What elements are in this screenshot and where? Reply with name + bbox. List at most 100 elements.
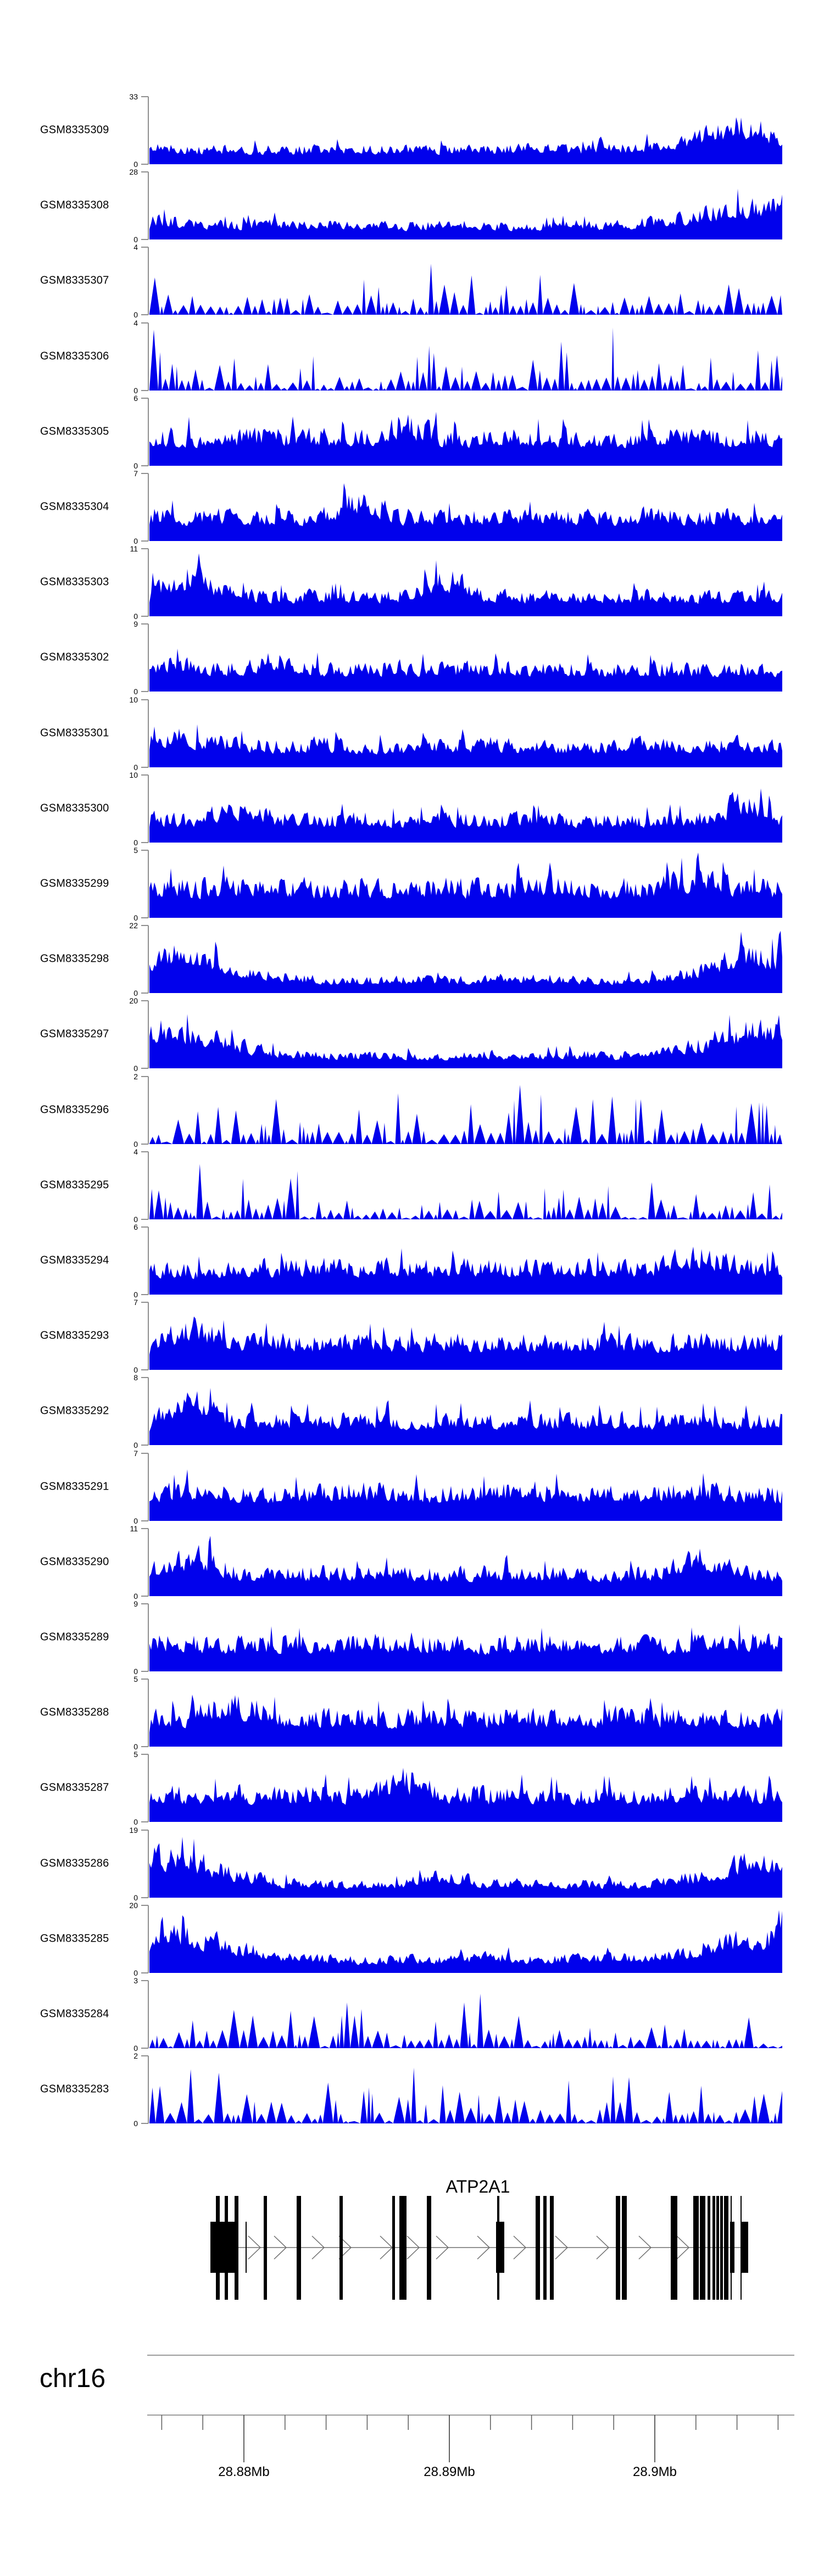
y-axis-top-tick <box>141 850 148 851</box>
coverage-area-chart <box>149 1694 782 1747</box>
y-axis-line <box>148 700 149 767</box>
y-axis-bottom-tick <box>141 1445 148 1446</box>
coverage-area-chart <box>149 264 782 315</box>
axis-tick-label: 28.89Mb <box>424 2465 475 2479</box>
coverage-polygon <box>149 788 782 843</box>
data-track-row: GSM8335299 5 0 <box>0 846 824 922</box>
y-axis-max-label: 9 <box>133 1599 138 1608</box>
data-track-row: GSM8335297 20 0 <box>0 997 824 1072</box>
y-axis-top-tick <box>141 473 148 474</box>
track-label: GSM8335293 <box>40 1329 109 1342</box>
coverage-polygon <box>149 1624 782 1671</box>
exon-bar <box>730 2222 734 2273</box>
y-axis-min-label: 0 <box>133 1969 138 1977</box>
y-axis-max-label: 2 <box>133 1072 138 1081</box>
y-axis-max-label: 11 <box>130 1524 138 1533</box>
y-axis-bottom-tick <box>141 1068 148 1069</box>
y-axis-top-tick <box>141 1151 148 1152</box>
axis-tick-label: 28.9Mb <box>633 2465 677 2479</box>
exon-bar <box>264 2196 267 2300</box>
y-axis-min-label: 0 <box>133 2044 138 2053</box>
strand-direction-arrow-icon <box>311 2235 325 2260</box>
y-axis-min-label: 0 <box>133 386 138 395</box>
data-track-row: GSM8335285 20 0 <box>0 1901 824 1977</box>
data-track-row: GSM8335293 7 0 <box>0 1298 824 1374</box>
coverage-area-chart <box>149 648 782 692</box>
y-axis-bottom-tick <box>141 1219 148 1220</box>
gene-structure <box>210 2196 748 2300</box>
y-axis-top-tick <box>141 322 148 324</box>
y-axis-min-label: 0 <box>133 1365 138 1374</box>
y-axis-line <box>148 1453 149 1521</box>
y-axis-bottom-tick <box>141 2123 148 2124</box>
y-axis-top-tick <box>141 1226 148 1228</box>
exon-bar <box>543 2196 547 2300</box>
track-label: GSM8335302 <box>40 651 109 663</box>
y-axis-bottom-tick <box>141 917 148 918</box>
y-axis-bottom-tick <box>141 314 148 315</box>
exon-bar <box>210 2222 216 2273</box>
coverage-polygon <box>149 1837 782 1898</box>
y-axis-bottom-tick <box>141 767 148 768</box>
y-axis-min-label: 0 <box>133 461 138 470</box>
gene-name-label: ATP2A1 <box>446 2177 510 2196</box>
coverage-polygon <box>149 1316 782 1370</box>
data-track-row: GSM8335287 5 0 <box>0 1750 824 1826</box>
data-track-row: GSM8335290 11 0 <box>0 1525 824 1600</box>
y-axis-line <box>148 1227 149 1295</box>
y-axis-line <box>148 473 149 541</box>
y-axis-min-label: 0 <box>133 160 138 169</box>
y-axis-line <box>148 1830 149 1898</box>
coverage-polygon <box>149 1469 782 1521</box>
y-axis-line <box>148 1679 149 1747</box>
exon-bar <box>720 2196 723 2300</box>
genome-axis-track: 28.88Mb 28.89Mb 28.9Mb <box>147 2355 794 2479</box>
track-label: GSM8335300 <box>40 802 109 815</box>
track-label: GSM8335288 <box>40 1706 109 1719</box>
y-axis-top-tick <box>141 1754 148 1755</box>
y-axis-min-label: 0 <box>133 235 138 244</box>
y-axis-min-label: 0 <box>133 913 138 922</box>
y-axis-max-label: 7 <box>133 1449 138 1458</box>
coverage-polygon <box>149 1910 782 1973</box>
strand-direction-arrow-icon <box>274 2235 287 2260</box>
y-axis-line <box>148 1001 149 1068</box>
y-axis-line <box>148 97 149 164</box>
y-axis-bottom-tick <box>141 390 148 391</box>
y-axis-top-tick <box>141 1905 148 1906</box>
y-axis-top-tick <box>141 1980 148 1981</box>
strand-direction-arrow-icon <box>676 2235 690 2260</box>
coverage-area-chart <box>149 1164 782 1219</box>
data-track-row: GSM8335283 2 0 <box>0 2052 824 2127</box>
y-axis-top-tick <box>141 1528 148 1529</box>
coverage-polygon <box>149 483 782 541</box>
coverage-area-chart <box>149 1536 782 1596</box>
y-axis-bottom-tick <box>141 2048 148 2049</box>
exon-bar <box>246 2222 247 2273</box>
coverage-area-chart <box>149 1837 782 1898</box>
coverage-area-chart <box>149 1316 782 1370</box>
y-axis-top-tick <box>141 398 148 399</box>
y-axis-min-label: 0 <box>133 1817 138 1826</box>
y-axis-line <box>148 775 149 843</box>
y-axis-bottom-tick <box>141 842 148 843</box>
data-track-row: GSM8335298 22 0 <box>0 922 824 997</box>
y-axis-min-label: 0 <box>133 537 138 545</box>
data-track-row: GSM8335292 8 0 <box>0 1374 824 1449</box>
coverage-polygon <box>149 117 782 164</box>
data-track-row: GSM8335302 9 0 <box>0 620 824 695</box>
y-axis-max-label: 20 <box>129 1901 138 1910</box>
exon-bar <box>235 2196 238 2300</box>
coverage-area-chart <box>149 553 782 616</box>
track-label: GSM8335284 <box>40 2008 109 2020</box>
y-axis-min-label: 0 <box>133 1592 138 1601</box>
exon-bar <box>536 2196 540 2300</box>
y-axis-top-tick <box>141 1377 148 1378</box>
y-axis-line <box>148 247 149 315</box>
data-track-row: GSM8335306 4 0 <box>0 319 824 395</box>
y-axis-min-label: 0 <box>133 1140 138 1148</box>
coverage-polygon <box>149 411 782 466</box>
coverage-polygon <box>149 1246 782 1295</box>
y-axis-max-label: 11 <box>130 544 138 553</box>
y-axis-max-label: 4 <box>133 1147 138 1156</box>
